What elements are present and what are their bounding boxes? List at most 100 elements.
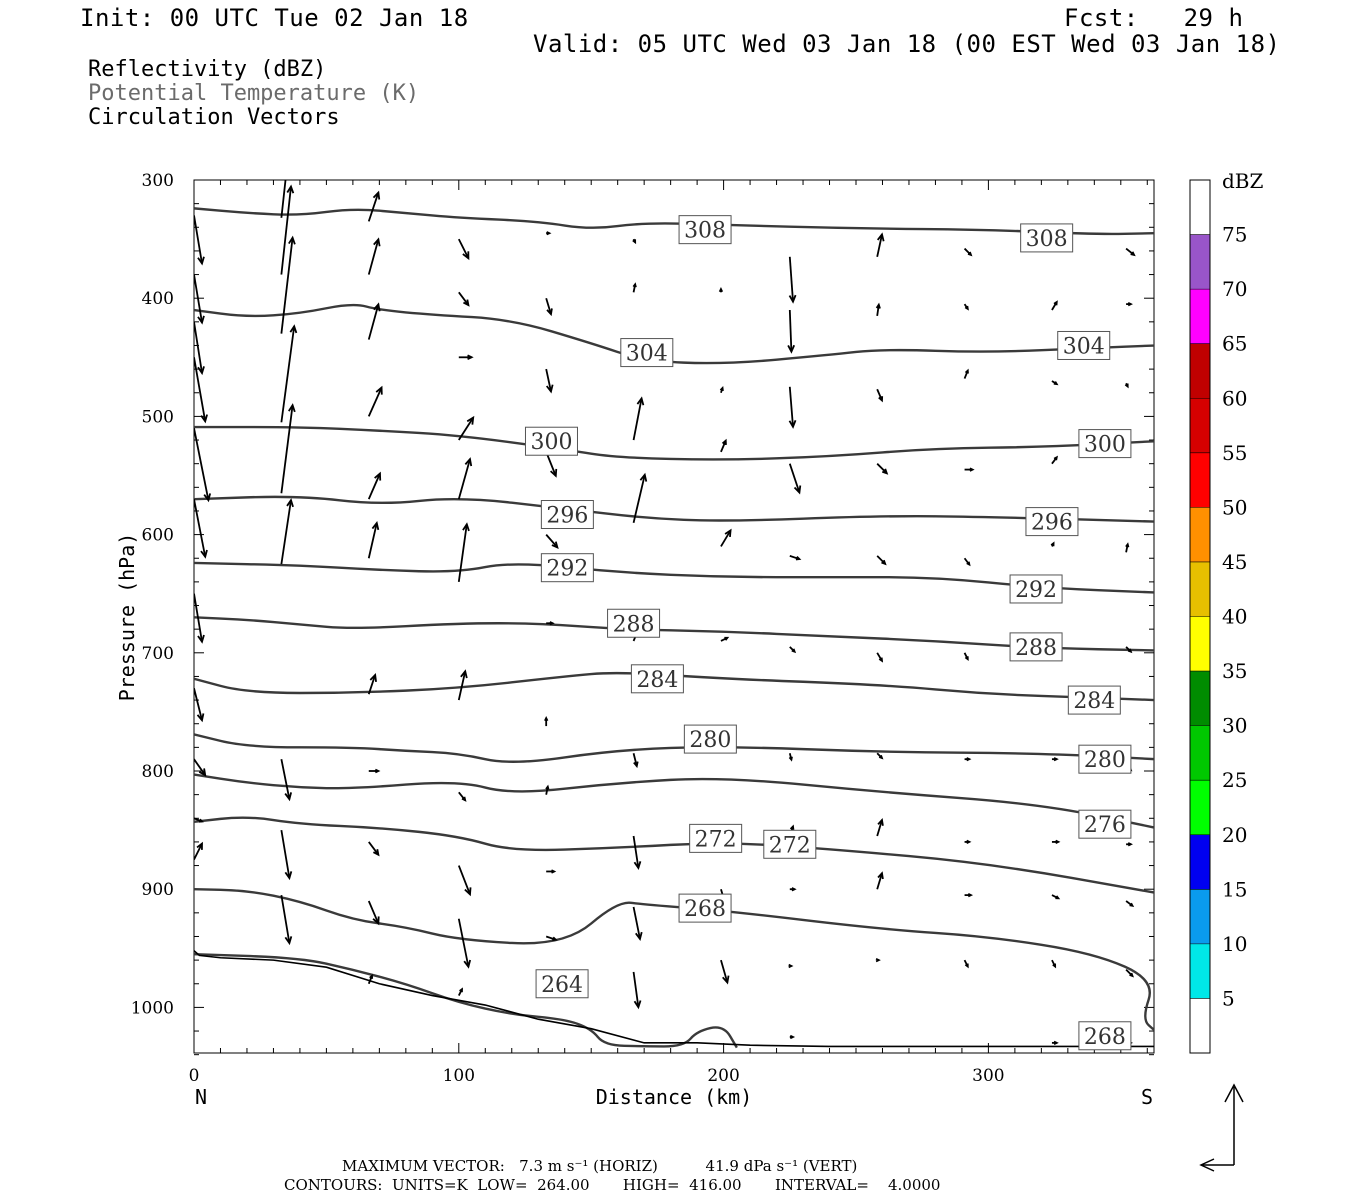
colorbar-segment <box>1190 998 1210 1053</box>
colorbar-label: 15 <box>1222 877 1247 901</box>
circulation-vector <box>280 180 287 218</box>
terrain-line <box>194 950 1154 1048</box>
contour-label-276: 276 <box>1078 809 1132 839</box>
colorbar-segment <box>1190 561 1210 617</box>
y-tick-label: 400 <box>142 289 174 309</box>
svg-text:308: 308 <box>1026 227 1068 252</box>
contour-label-300: 300 <box>1078 429 1132 459</box>
colorbar-label: 10 <box>1222 932 1247 956</box>
circulation-vector <box>280 235 296 334</box>
circulation-vector <box>964 757 972 762</box>
circulation-vector <box>1124 382 1129 389</box>
svg-text:304: 304 <box>1063 334 1105 359</box>
circulation-vector <box>963 303 969 311</box>
circulation-vector <box>876 388 884 403</box>
circulation-vector <box>368 768 381 774</box>
contour-label-304: 304 <box>620 338 674 368</box>
circulation-vector <box>720 438 727 453</box>
circulation-vector <box>280 894 293 946</box>
circulation-vector <box>1126 301 1133 307</box>
x-tick-label: 200 <box>707 1066 739 1086</box>
colorbar-segment <box>1190 343 1210 399</box>
theta-contour-284 <box>194 671 1154 702</box>
circulation-vector <box>720 636 730 642</box>
circulation-vector <box>194 274 205 325</box>
circulation-vector <box>1126 842 1133 847</box>
svg-text:268: 268 <box>1084 1025 1126 1050</box>
contour-label-280: 280 <box>683 724 737 754</box>
circulation-vector <box>194 215 205 266</box>
plot-frame <box>193 179 1155 1054</box>
circulation-vector <box>457 669 468 701</box>
contour-label-272: 272 <box>763 829 817 859</box>
circulation-vector <box>788 256 797 304</box>
svg-text:284: 284 <box>1073 689 1115 714</box>
circulation-vector <box>964 892 974 898</box>
colorbar-label: 40 <box>1222 605 1247 629</box>
svg-text:284: 284 <box>636 668 678 693</box>
circulation-vector <box>194 498 208 559</box>
theta-contour-296 <box>194 495 1154 523</box>
circulation-vector <box>280 829 293 881</box>
circulation-vector <box>1051 300 1058 311</box>
y-tick-label: 800 <box>142 762 174 782</box>
theta-contour-292 <box>194 561 1154 594</box>
circulation-vector <box>963 247 973 257</box>
circulation-vector <box>876 232 885 258</box>
circulation-vector <box>194 688 205 723</box>
colorbar-label: 65 <box>1222 332 1247 356</box>
circulation-vector <box>964 839 972 845</box>
circulation-vector <box>963 368 969 379</box>
circulation-vector <box>457 918 472 969</box>
circulation-vector <box>788 963 794 969</box>
circulation-vector <box>964 467 975 472</box>
circulation-vector <box>1051 380 1059 386</box>
svg-text:296: 296 <box>1031 511 1073 536</box>
theta-contour-276 <box>194 773 1154 829</box>
circulation-vector <box>876 463 889 475</box>
svg-text:272: 272 <box>769 833 811 858</box>
x-tick-label: 100 <box>443 1066 475 1086</box>
svg-text:268: 268 <box>684 897 726 922</box>
circulation-vector <box>963 557 971 567</box>
colorbar-label: 30 <box>1222 714 1247 738</box>
circulation-vector <box>280 324 298 423</box>
circulation-vector <box>632 971 642 1010</box>
colorbar-label: 75 <box>1222 223 1247 247</box>
circulation-vector <box>458 415 475 441</box>
circulation-vector <box>788 386 797 429</box>
circulation-vector <box>546 869 557 874</box>
theta-contour-300 <box>194 425 1154 461</box>
circulation-vector <box>1051 894 1061 900</box>
circulation-vector <box>545 784 550 795</box>
colorbar-segment <box>1190 889 1210 944</box>
contour-label-296: 296 <box>1025 507 1079 537</box>
circulation-vector <box>963 959 969 969</box>
circulation-vector <box>194 428 212 503</box>
colorbar-segment <box>1190 725 1210 781</box>
colorbar-label: 70 <box>1222 277 1247 301</box>
y-tick-label: 300 <box>142 171 174 191</box>
circulation-vector <box>457 457 473 500</box>
theta-contour-288 <box>194 616 1154 652</box>
circulation-vector <box>1050 541 1055 547</box>
svg-text:280: 280 <box>1084 748 1126 773</box>
svg-text:296: 296 <box>546 504 588 529</box>
contour-label-300: 300 <box>524 426 578 456</box>
circulation-vector <box>1051 839 1061 845</box>
colorbar-label: 25 <box>1222 768 1247 792</box>
init-time: Init: 00 UTC Tue 02 Jan 18 <box>80 4 469 32</box>
theta-contour-272 <box>194 816 1154 894</box>
contour-label-284: 284 <box>630 664 684 694</box>
circulation-vector <box>194 357 208 424</box>
circulation-vector <box>367 237 381 275</box>
svg-text:288: 288 <box>613 612 655 637</box>
svg-text:280: 280 <box>689 728 731 753</box>
circulation-vector <box>367 302 381 340</box>
colorbar-label: 20 <box>1222 823 1247 847</box>
legend-reflectivity: Reflectivity (dBZ) <box>88 57 327 82</box>
circulation-vector <box>1125 247 1136 257</box>
colorbar-segment <box>1190 834 1210 890</box>
x-tick-label: 300 <box>972 1066 1004 1086</box>
